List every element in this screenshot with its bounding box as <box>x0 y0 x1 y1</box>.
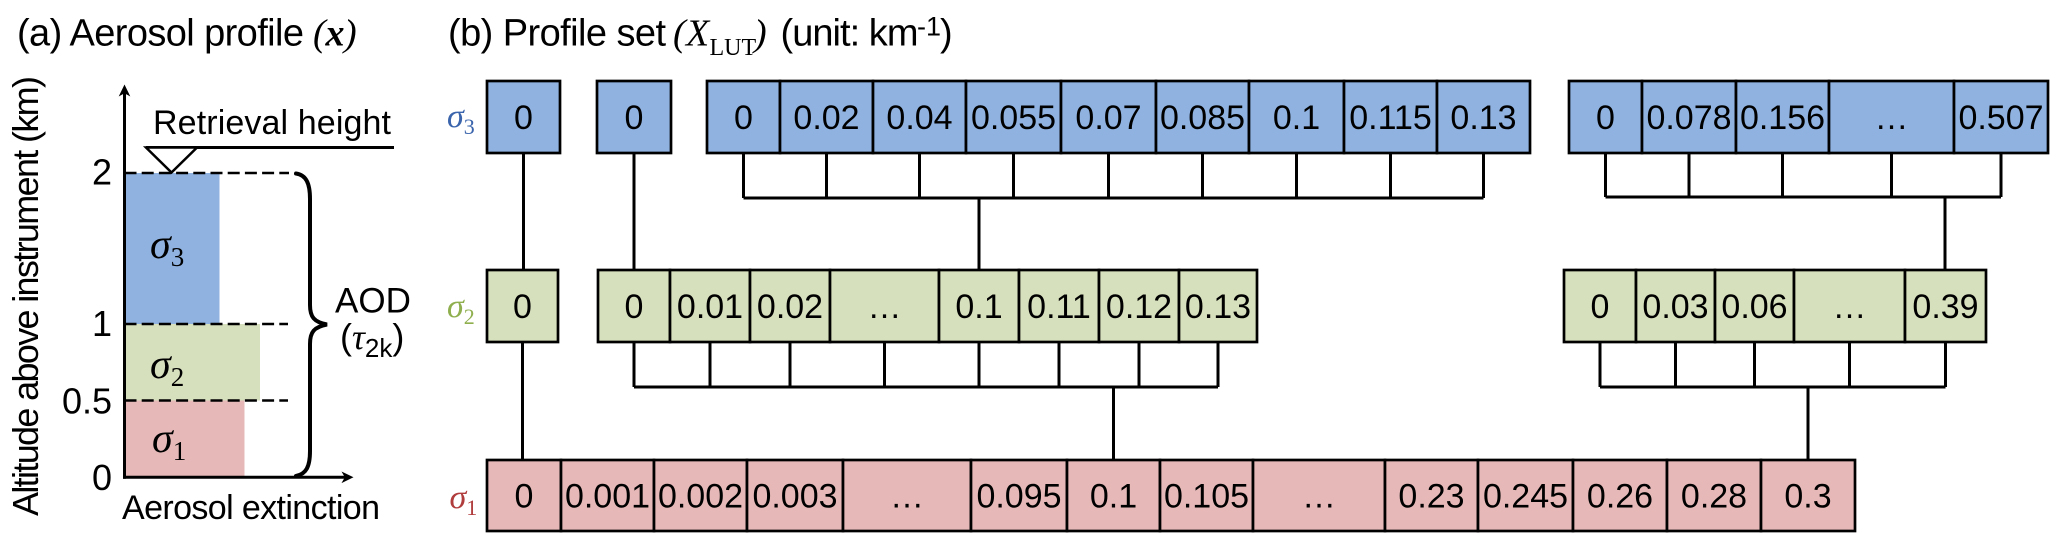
svg-text:0.1: 0.1 <box>955 288 1002 326</box>
svg-text:σ2: σ2 <box>447 288 475 329</box>
svg-text:(a) Aerosol profile: (a) Aerosol profile <box>17 13 304 55</box>
svg-text:0.1: 0.1 <box>1090 478 1137 516</box>
svg-text:0.06: 0.06 <box>1721 288 1787 326</box>
svg-text:0: 0 <box>92 457 112 498</box>
svg-text:0.115: 0.115 <box>1349 99 1432 137</box>
svg-text:Altitude above instrument (km): Altitude above instrument (km) <box>5 76 46 516</box>
svg-text:σ3: σ3 <box>447 98 475 139</box>
svg-text:0.507: 0.507 <box>1958 99 2043 137</box>
svg-text:(: ( <box>673 13 688 55</box>
svg-text:0: 0 <box>514 99 533 137</box>
svg-text:0.13: 0.13 <box>1450 99 1516 137</box>
svg-text:0.078: 0.078 <box>1646 99 1731 137</box>
svg-text:0.001: 0.001 <box>565 478 650 516</box>
svg-text:1: 1 <box>92 303 112 344</box>
svg-text:0: 0 <box>625 288 644 326</box>
svg-text:0.28: 0.28 <box>1681 478 1747 516</box>
svg-text:0.01: 0.01 <box>677 288 743 326</box>
svg-text:X: X <box>684 13 711 55</box>
svg-text:…: … <box>890 478 924 516</box>
svg-text:0: 0 <box>513 288 532 326</box>
svg-text:(unit: km: (unit: km <box>781 13 919 55</box>
svg-text:0.3: 0.3 <box>1784 478 1831 516</box>
svg-text:…: … <box>1875 99 1909 137</box>
svg-text:2: 2 <box>92 152 112 193</box>
svg-text:Retrieval height: Retrieval height <box>153 104 392 142</box>
svg-text:0: 0 <box>1591 288 1610 326</box>
svg-text:0: 0 <box>734 99 753 137</box>
svg-text:0.5: 0.5 <box>62 381 112 422</box>
svg-text:0.095: 0.095 <box>976 478 1061 516</box>
svg-text:0.1: 0.1 <box>1273 99 1320 137</box>
svg-text:0.003: 0.003 <box>752 478 837 516</box>
svg-text:x: x <box>325 13 345 55</box>
svg-text:(b) Profile set: (b) Profile set <box>448 13 666 55</box>
svg-text:0.085: 0.085 <box>1160 99 1245 137</box>
svg-text:0.12: 0.12 <box>1106 288 1172 326</box>
svg-text:0.26: 0.26 <box>1587 478 1653 516</box>
svg-text:-1: -1 <box>917 12 941 42</box>
svg-text:0.13: 0.13 <box>1185 288 1251 326</box>
svg-text:0.156: 0.156 <box>1740 99 1825 137</box>
svg-text:): ) <box>940 13 953 55</box>
svg-text:0.02: 0.02 <box>793 99 859 137</box>
svg-text:0.03: 0.03 <box>1642 288 1708 326</box>
svg-text:0: 0 <box>1596 99 1615 137</box>
svg-text:): ) <box>342 13 357 55</box>
svg-text:0: 0 <box>515 478 534 516</box>
svg-text:…: … <box>1833 288 1867 326</box>
svg-text:(: ( <box>313 13 328 55</box>
svg-text:σ1: σ1 <box>152 416 186 466</box>
svg-text:0.11: 0.11 <box>1027 288 1091 326</box>
svg-text:Aerosol extinction: Aerosol extinction <box>122 489 380 527</box>
svg-text:0.04: 0.04 <box>886 99 952 137</box>
svg-text:): ) <box>752 13 767 55</box>
svg-text:…: … <box>1302 478 1336 516</box>
svg-text:0.23: 0.23 <box>1398 478 1464 516</box>
svg-text:AOD: AOD <box>335 282 411 321</box>
svg-text:0.002: 0.002 <box>658 478 743 516</box>
svg-text:0: 0 <box>625 99 644 137</box>
svg-text:0.105: 0.105 <box>1164 478 1249 516</box>
svg-text:…: … <box>868 288 902 326</box>
svg-text:0.07: 0.07 <box>1075 99 1141 137</box>
svg-text:0.055: 0.055 <box>971 99 1056 137</box>
svg-text:0.245: 0.245 <box>1483 478 1568 516</box>
svg-text:LUT: LUT <box>710 35 757 61</box>
svg-text:0.39: 0.39 <box>1912 288 1978 326</box>
svg-text:0.02: 0.02 <box>757 288 823 326</box>
